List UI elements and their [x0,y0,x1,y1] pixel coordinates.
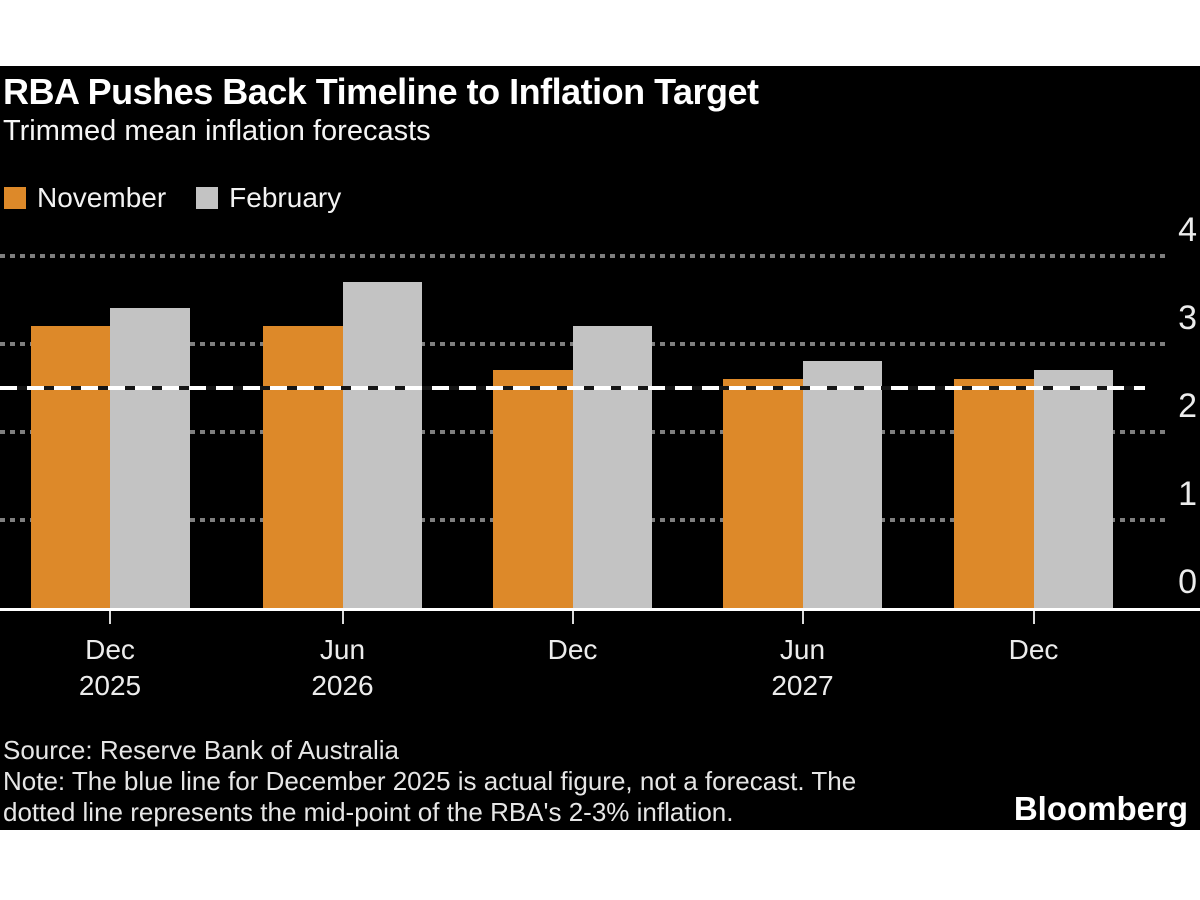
bar-november-dec-2026 [493,370,573,608]
november-color-swatch-icon [4,187,26,209]
legend-label-november: November [37,182,167,213]
source-text: Source: Reserve Bank of Australia [3,735,399,765]
chart-panel: RBA Pushes Back Timeline to Inflation Ta… [0,66,1200,830]
x-tick-label-year: 2027 [771,670,834,701]
note-text-line2: dotted line represents the mid-point of … [3,797,734,827]
plot-area: Dec 2025 Jun 2026 Dec Jun 2027 Dec 0 1 2 3 4 [0,66,1200,830]
x-tick-label-month: Dec [85,634,135,665]
x-axis-tick-5 [1032,611,1035,624]
chart-subtitle: Trimmed mean inflation forecasts [3,115,431,147]
chart-title: RBA Pushes Back Timeline to Inflation Ta… [3,71,759,112]
bar-february-dec-2026 [572,326,652,608]
x-tick-label-year: 2026 [311,670,374,701]
x-axis-tick-1 [109,611,111,624]
bar-february-dec-2027 [1033,370,1113,608]
footer-notes: Source: Reserve Bank of Australia Note: … [3,735,983,828]
legend-item-february: February [196,182,341,214]
bar-february-dec-2025 [110,308,190,608]
gridline-4 [0,253,1168,258]
note-text-line1: Note: The blue line for December 2025 is… [3,766,857,796]
x-tick-label-year: 2025 [78,670,142,701]
legend: November February [4,182,341,214]
bar-november-jun-2027 [723,378,803,608]
legend-label-february: February [229,182,342,213]
x-axis-tick-3 [571,611,574,624]
x-axis-line [0,608,1200,611]
x-tick-label-month: Dec [1008,634,1059,665]
february-color-swatch-icon [196,187,219,209]
bloomberg-logo: Bloomberg [1013,790,1188,827]
legend-item-november: November [4,182,166,214]
y-tick-label-3: 3 [1178,298,1197,337]
bar-november-dec-2025 [30,326,110,608]
y-tick-label-2: 2 [1178,386,1197,425]
bar-february-jun-2026 [342,281,422,608]
x-axis-tick-4 [801,611,804,624]
x-axis-tick-2 [341,611,344,624]
bar-february-jun-2027 [802,361,882,608]
y-tick-label-0: 0 [1178,563,1197,601]
x-tick-label-month: Jun [319,634,366,665]
x-tick-label-month: Jun [779,634,826,665]
x-tick-label-month: Dec [547,634,598,665]
bar-november-jun-2026 [263,326,343,608]
target-midpoint-line [0,385,1145,390]
y-tick-label-4: 4 [1178,210,1197,249]
bar-november-dec-2027 [954,378,1034,608]
y-tick-label-1: 1 [1178,474,1197,513]
